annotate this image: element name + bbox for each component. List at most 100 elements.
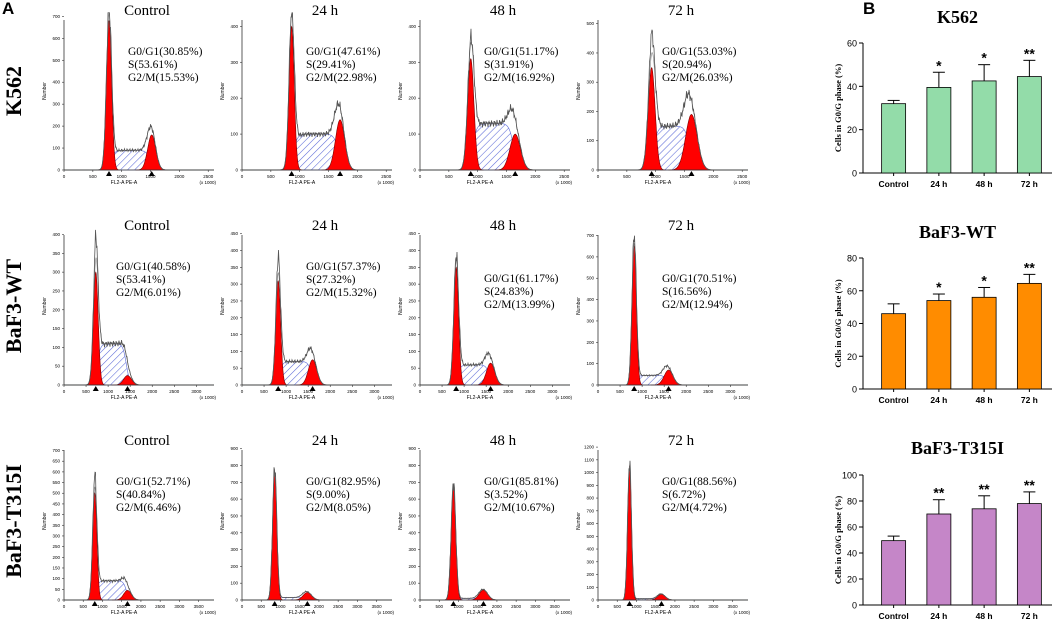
histogram-line — [420, 251, 570, 386]
column-title: Control — [124, 3, 170, 19]
y-tick-label: 350 — [52, 251, 60, 256]
y-tick-label: 100 — [586, 361, 594, 366]
x-axis-label: FL2-A PE-A — [645, 180, 672, 186]
y-tick-label: 1000 — [584, 470, 595, 475]
g2m-percent-label: G2/M(10.67%) — [484, 502, 555, 514]
y-axis-label: Number — [398, 512, 404, 530]
bar — [881, 103, 907, 174]
y-tick-label: 700 — [586, 233, 594, 238]
y-tick-label: 600 — [586, 521, 594, 526]
y-tick-label: 100 — [586, 138, 594, 143]
y-tick-label: 50 — [233, 366, 239, 371]
x-tick-label: 500 — [89, 174, 97, 179]
bar-y-tick-label: 80 — [847, 497, 857, 507]
x-tick-label: 1500 — [146, 174, 157, 179]
bar — [1016, 76, 1042, 174]
bar-y-tick-label: 0 — [852, 169, 857, 179]
y-tick-label: 400 — [586, 50, 594, 55]
bar — [926, 300, 952, 390]
bar — [881, 540, 907, 606]
column-title: 48 h — [490, 433, 517, 449]
x-axis-label: FL2-A PE-A — [289, 395, 316, 401]
bar-category-label: 72 h — [1021, 611, 1038, 621]
x-tick-label: 2000 — [352, 174, 363, 179]
y-tick-label: 300 — [230, 547, 238, 552]
g2m-marker — [487, 386, 494, 391]
bar — [1016, 503, 1042, 606]
x-scale-note: (x 1000) — [377, 395, 394, 400]
y-tick-label: 700 — [52, 448, 60, 453]
y-tick-label: 800 — [230, 463, 238, 468]
histogram-2-3: 72 h 0 100 200 300 400 500 600 700 800 900 1000 1100… — [576, 433, 750, 616]
g1-percent-label: G0/G1(85.81%) — [484, 476, 559, 488]
bar — [881, 313, 907, 390]
x-tick-label: 2000 — [708, 174, 719, 179]
bar-category-label: 24 h — [930, 179, 947, 189]
y-tick-label: 600 — [52, 469, 60, 474]
x-tick-label: 2000 — [174, 174, 185, 179]
x-axis-label: FL2-A PE-A — [289, 610, 316, 616]
x-tick-label: 2500 — [169, 389, 180, 394]
y-tick-label: 100 — [230, 581, 238, 586]
x-axis-label: FL2-A PE-A — [111, 395, 138, 401]
y-tick-label: 0 — [591, 168, 594, 173]
column-title: 72 h — [668, 218, 695, 234]
x-tick-label: 3500 — [194, 604, 205, 609]
x-tick-label: 2500 — [155, 604, 166, 609]
y-axis-label: Number — [42, 82, 48, 100]
g1-peak — [266, 471, 284, 601]
y-tick-label: 800 — [408, 463, 416, 468]
bar — [971, 508, 997, 606]
y-tick-label: 50 — [411, 366, 417, 371]
y-tick-label: 100 — [52, 576, 60, 581]
y-tick-label: 300 — [408, 547, 416, 552]
x-tick-label: 0 — [597, 604, 600, 609]
y-tick-label: 400 — [52, 512, 60, 517]
y-tick-label: 200 — [586, 340, 594, 345]
g1-marker — [92, 386, 99, 391]
g2m-marker — [512, 171, 519, 176]
y-tick-label: 0 — [413, 598, 416, 603]
x-axis-label: FL2-A PE-A — [645, 395, 672, 401]
bar — [971, 296, 997, 390]
y-tick-label: 0 — [591, 383, 594, 388]
x-tick-label: 1000 — [281, 389, 292, 394]
bar-y-axis-label: Cells in G0/G phase (%) — [833, 279, 843, 367]
s-percent-label: S(29.41%) — [306, 59, 356, 71]
y-tick-label: 100 — [230, 349, 238, 354]
y-axis-label: Number — [576, 512, 582, 530]
g1-percent-label: G0/G1(30.85%) — [128, 46, 203, 58]
bar-y-tick-label: 20 — [847, 575, 857, 585]
x-axis-label: FL2-A PE-A — [467, 395, 494, 401]
y-tick-label: 200 — [408, 96, 416, 101]
bar-chart-0: K562 0 20 40 60 Cells in G0/G phase (%) Contro… — [833, 7, 1052, 189]
g2m-marker — [124, 386, 131, 391]
histogram-2-0: Control 0 50 100 150 200 250 300 350 400 450 500 550… — [42, 433, 216, 616]
y-tick-label: 0 — [235, 383, 238, 388]
x-tick-label: 3000 — [174, 604, 185, 609]
x-tick-label: 500 — [267, 174, 275, 179]
bar-chart-2: BaF3-T315I 0 20 40 60 80 100 Cells in G0/G phas… — [833, 438, 1052, 621]
column-title: 72 h — [668, 3, 695, 19]
x-tick-label: 500 — [257, 604, 265, 609]
g2m-marker — [124, 601, 131, 606]
x-tick-label: 500 — [616, 389, 624, 394]
y-tick-label: 0 — [235, 168, 238, 173]
g1-percent-label: G0/G1(40.58%) — [116, 261, 191, 273]
histogram-0-2: 48 h 0 100 200 300 400 0 500 1000 1500 2000 2500 FL2… — [398, 3, 572, 186]
x-tick-label: 1000 — [473, 174, 484, 179]
column-title: 72 h — [668, 433, 695, 449]
y-tick-label: 400 — [52, 80, 60, 85]
x-tick-label: 3500 — [728, 604, 739, 609]
y-tick-label: 500 — [408, 513, 416, 518]
g2m-percent-label: G2/M(12.94%) — [662, 299, 733, 311]
x-tick-label: 2500 — [381, 174, 392, 179]
column-title: Control — [124, 433, 170, 449]
y-tick-label: 150 — [408, 332, 416, 337]
s-percent-label: S(31.91%) — [484, 59, 534, 71]
x-axis-label: FL2-A PE-A — [111, 610, 138, 616]
panel-letter-b: B — [863, 0, 876, 18]
x-axis-label: FL2-A PE-A — [111, 180, 138, 186]
row-label-1: BaF3-WT — [1, 259, 26, 353]
